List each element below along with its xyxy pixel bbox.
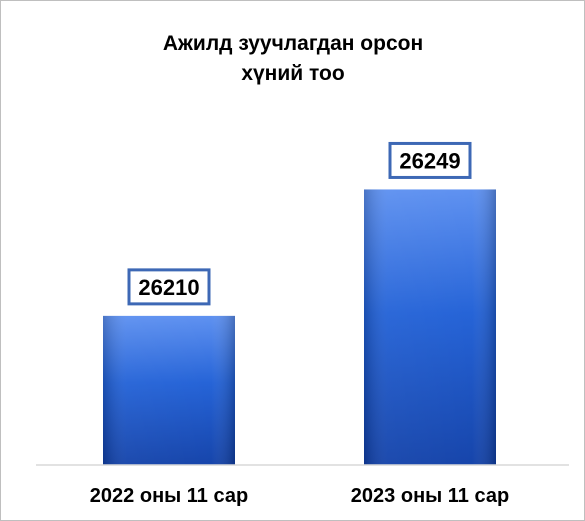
data-label-box-1 (127, 268, 211, 306)
chart-marks: 26210 26249 (103, 141, 496, 465)
bar-shade-1 (103, 315, 235, 465)
chart-title-line-2: хүний тоо (241, 62, 344, 85)
chart-title-line-1: Ажилд зуучлагдан орсон (163, 32, 423, 55)
data-label-1: 26210 (138, 275, 199, 300)
data-label-2: 26249 (399, 148, 460, 173)
x-tick-label-2: 2023 оны 11 сар (351, 485, 509, 507)
bar-shade-2 (364, 189, 496, 465)
x-tick-label-1: 2022 оны 11 сар (90, 485, 248, 507)
data-label-box-2 (388, 141, 472, 179)
